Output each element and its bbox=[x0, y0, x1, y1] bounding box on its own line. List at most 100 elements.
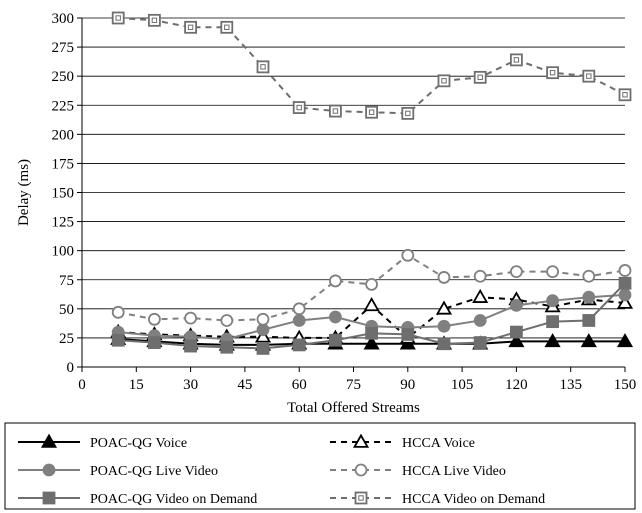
series-5-point bbox=[509, 53, 523, 67]
series-5-point-inner bbox=[513, 57, 520, 63]
series-4-point bbox=[473, 336, 487, 349]
series-3-point bbox=[365, 278, 379, 291]
legend-label: POAC-QG Voice bbox=[90, 436, 187, 451]
legend-item-4: POAC-QG Video on Demand bbox=[18, 491, 257, 507]
series-2-point bbox=[582, 290, 596, 304]
series-5-point bbox=[111, 11, 125, 25]
series-5-point bbox=[618, 88, 632, 102]
series-5-point-inner bbox=[296, 104, 302, 111]
legend-label: HCCA Video on Demand bbox=[402, 492, 545, 507]
series-2-point bbox=[473, 314, 487, 327]
series-0-point bbox=[363, 335, 380, 350]
series-5-point-inner bbox=[332, 108, 339, 114]
x-tick-label: 120 bbox=[505, 377, 528, 393]
series-1-point bbox=[435, 300, 453, 315]
series-5-point bbox=[184, 20, 198, 34]
series-4-point bbox=[437, 337, 451, 351]
series-1-point bbox=[616, 294, 634, 309]
series-5-point-inner bbox=[187, 24, 194, 31]
series-5-point bbox=[546, 66, 559, 80]
series-5-point-inner bbox=[477, 74, 483, 81]
gridlines bbox=[82, 17, 625, 339]
series-0-point bbox=[580, 333, 597, 348]
x-tick-label: 0 bbox=[78, 377, 86, 393]
series-5-point-inner bbox=[586, 73, 592, 79]
series-5-point-inner bbox=[549, 69, 556, 76]
x-tick-label: 135 bbox=[559, 377, 582, 393]
x-tick-label: 90 bbox=[400, 377, 415, 393]
series-2-point bbox=[437, 319, 451, 333]
y-axis-label: Delay (ms) bbox=[16, 159, 32, 226]
series-3-point bbox=[618, 264, 632, 277]
y-tick-label: 125 bbox=[52, 215, 75, 231]
series-0-point bbox=[544, 333, 561, 348]
series-3-point bbox=[220, 314, 234, 327]
series-3-point bbox=[473, 269, 487, 283]
series-3-point bbox=[328, 274, 342, 288]
legend-item-3: HCCA Live Video bbox=[330, 463, 506, 479]
series-5-point bbox=[220, 20, 234, 34]
y-tick-label: 25 bbox=[59, 331, 74, 347]
series-3-point bbox=[111, 305, 125, 319]
series-4-point bbox=[365, 326, 379, 340]
series-group bbox=[110, 11, 634, 355]
series-3-point bbox=[256, 312, 270, 326]
legend-label: POAC-QG Live Video bbox=[90, 464, 218, 479]
series-3 bbox=[111, 248, 632, 327]
series-5-point bbox=[147, 13, 161, 27]
series-5-point-inner bbox=[151, 17, 158, 24]
y-tick-label: 300 bbox=[52, 11, 75, 27]
y-tick-label: 75 bbox=[59, 273, 74, 289]
legend-item-2: POAC-QG Live Video bbox=[18, 463, 218, 479]
series-5-point bbox=[473, 70, 487, 84]
legend-swatch-marker bbox=[352, 433, 370, 448]
legend-swatch-marker bbox=[40, 433, 58, 448]
series-4-point bbox=[546, 315, 559, 329]
y-tick-label: 150 bbox=[52, 186, 75, 202]
x-tick-label: 150 bbox=[614, 377, 637, 393]
legend-swatch-marker-inner bbox=[358, 495, 364, 501]
y-tick-label: 275 bbox=[52, 40, 75, 56]
series-5-point-inner bbox=[405, 110, 411, 117]
series-5-point-inner bbox=[224, 24, 230, 31]
x-tick-labels: 0 15 30 45 60 75 90 105 120 135 150 bbox=[78, 377, 636, 393]
legend-box bbox=[4, 422, 636, 510]
legend: POAC-QG Voice HCCA Voice POAC-QG Live Vide… bbox=[4, 422, 636, 510]
series-4-point bbox=[509, 325, 523, 339]
series-4-point bbox=[401, 328, 415, 341]
series-3-point bbox=[546, 265, 559, 279]
series-5-point bbox=[328, 104, 342, 118]
legend-swatch-marker bbox=[354, 491, 368, 505]
series-2-point bbox=[546, 294, 559, 308]
series-5-point bbox=[437, 74, 451, 88]
legend-label: HCCA Voice bbox=[402, 436, 475, 451]
series-5-point bbox=[256, 60, 270, 74]
series-5-point bbox=[401, 106, 415, 120]
y-tick-label: 250 bbox=[52, 69, 75, 85]
series-5-point bbox=[292, 101, 306, 114]
y-tick-label: 100 bbox=[52, 244, 75, 260]
series-4-point bbox=[328, 333, 342, 347]
series-5-point bbox=[582, 69, 596, 83]
series-5-point-inner bbox=[368, 109, 375, 115]
series-5-point-inner bbox=[441, 78, 447, 84]
series-3-point bbox=[437, 271, 451, 284]
series-3-point bbox=[510, 265, 523, 279]
series-4 bbox=[111, 276, 632, 355]
series-4-point bbox=[111, 333, 125, 347]
series-2-point bbox=[328, 310, 342, 324]
series-4-point bbox=[618, 276, 632, 290]
y-tick-label: 50 bbox=[59, 302, 74, 318]
series-5 bbox=[111, 11, 632, 120]
x-tick-label: 105 bbox=[451, 377, 474, 393]
y-tick-label: 200 bbox=[52, 127, 75, 143]
series-4-point bbox=[184, 339, 198, 353]
y-tick-label: 0 bbox=[67, 360, 75, 376]
legend-label: POAC-QG Video on Demand bbox=[90, 492, 257, 507]
legend-item-5: HCCA Video on Demand bbox=[330, 491, 545, 507]
series-4-point bbox=[582, 314, 596, 327]
legend-swatch-marker bbox=[354, 463, 368, 477]
x-tick-label: 60 bbox=[292, 377, 307, 393]
y-tick-label: 175 bbox=[52, 156, 75, 172]
